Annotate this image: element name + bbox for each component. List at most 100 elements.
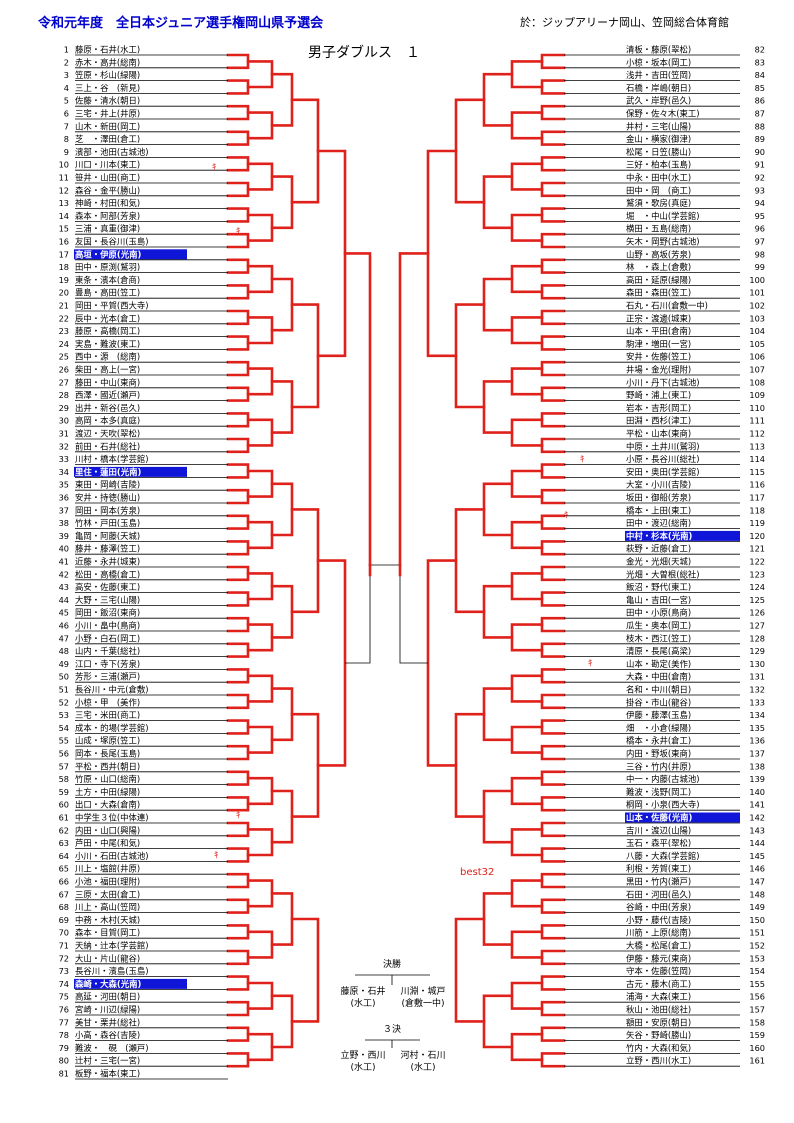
bracket-line xyxy=(226,565,250,582)
entry-number: 50 xyxy=(59,672,69,682)
third-b-name: 河村・石川 xyxy=(400,1049,445,1061)
bracket-line xyxy=(246,623,274,652)
entry-number: 35 xyxy=(59,480,69,490)
bracket-line xyxy=(540,872,566,889)
entry-number: 51 xyxy=(59,685,69,695)
highlight-box xyxy=(625,530,740,541)
bracket-line xyxy=(454,303,486,409)
entry-name: 小川・畠中(鳥商) xyxy=(75,621,140,631)
entry-name: 小野・藤代(吉陵) xyxy=(626,915,691,925)
bracket-line xyxy=(426,149,458,358)
bracket-line xyxy=(246,520,274,550)
entry-number: 87 xyxy=(755,109,765,119)
entry-number: 69 xyxy=(59,915,69,925)
entry-number: 107 xyxy=(749,365,765,375)
entry-name: 美甘・栗井(総社) xyxy=(75,1017,140,1027)
entry-name: 高延・河田(朝日) xyxy=(75,992,140,1002)
entry-number: 3 xyxy=(64,70,69,80)
entry-number: 81 xyxy=(59,1069,69,1079)
bracket-line xyxy=(246,776,274,806)
entry-number: 48 xyxy=(59,646,69,656)
event-title: 男子ダブルス １ xyxy=(308,45,420,61)
entry-number: 15 xyxy=(59,224,69,234)
bracket-line xyxy=(510,367,544,396)
forfeit-mark: ｷ xyxy=(588,659,593,669)
entry-name: 板野・福本(東工) xyxy=(75,1069,140,1079)
bracket-line xyxy=(246,418,274,447)
bracket-line xyxy=(226,412,250,428)
bracket-line xyxy=(226,463,250,479)
entry-number: 117 xyxy=(749,493,765,503)
bracket-line xyxy=(482,175,514,230)
entry-name: 安田・奥田(学芸館) xyxy=(626,467,700,477)
entry-name: 大山・片山(龍谷) xyxy=(75,953,140,963)
entry-name: 金山・横家(御津) xyxy=(626,134,691,144)
entry-number: 146 xyxy=(749,864,765,874)
entry-number: 32 xyxy=(59,441,69,451)
right-entries: 清板・藤原(翠松) 82 小椋・坂本(岡工) 83 浅井・吉田(笠岡) 84 石橋・岸嶋(朝… xyxy=(564,45,765,1067)
entry-number: 75 xyxy=(59,992,69,1002)
entry-name: 江口・寺下(芳泉) xyxy=(75,659,140,669)
bracket-line xyxy=(226,104,250,121)
entry-number: 25 xyxy=(59,352,69,362)
bracket-line xyxy=(246,1032,274,1062)
entry-number: 80 xyxy=(59,1056,69,1066)
bracket-line xyxy=(540,335,566,351)
bracket-line xyxy=(316,149,347,358)
entry-name: 難波・浅野(岡工) xyxy=(626,787,691,797)
entry-number: 161 xyxy=(749,1056,765,1066)
entry-number: 118 xyxy=(749,505,765,515)
entry-name: 高田・延原(緑陽) xyxy=(626,275,691,285)
entry-name: 額田・安原(朝日) xyxy=(626,1017,691,1027)
bracket-lines xyxy=(226,53,566,1068)
bracket-line xyxy=(398,252,430,567)
entry-number: 79 xyxy=(59,1043,69,1053)
entry-number: 140 xyxy=(749,787,765,797)
entry-number: 31 xyxy=(59,429,69,439)
bracket-line xyxy=(226,79,250,95)
entry-name: 田淵・西杉(津工) xyxy=(626,416,691,426)
entry-name: 秋山・池田(総社) xyxy=(626,1005,691,1015)
entry-number: 113 xyxy=(749,441,765,451)
entry-name: 小野・白石(岡工) xyxy=(75,633,140,643)
entry-number: 23 xyxy=(59,326,69,336)
entry-name: 平松・西井(朝日) xyxy=(75,761,140,771)
entry-number: 159 xyxy=(749,1030,765,1040)
entry-name: 林 ・森上(倉敷) xyxy=(626,262,691,272)
entry-number: 130 xyxy=(749,659,765,669)
entry-name: 玉石・森平(翠松) xyxy=(626,838,691,848)
entry-name: 小椋・坂本(岡工) xyxy=(626,57,691,67)
entry-name: 友国・長谷川(玉島) xyxy=(75,237,149,247)
entry-number: 72 xyxy=(59,953,69,963)
bracket-line xyxy=(226,488,250,505)
forfeit-mark: ｷ xyxy=(236,227,241,237)
entry-name: 飯沼・野代(東工) xyxy=(626,582,691,592)
entry-number: 11 xyxy=(59,173,69,183)
entry-name: 長谷川・中元(倉敷) xyxy=(75,685,149,695)
entry-name: 岩本・吉形(岡工) xyxy=(626,403,691,413)
entry-name: 正宗・渡邊(城東) xyxy=(626,313,691,323)
entry-name: 保野・佐々木(東工) xyxy=(626,109,700,119)
entry-name: 大野・三宅(山陽) xyxy=(75,595,140,605)
entry-name: 田中・原渕(鷲羽) xyxy=(75,262,140,272)
bracket-line xyxy=(540,591,566,607)
entry-name: 古元・藤木(商工) xyxy=(626,979,691,989)
entry-name: 清板・藤原(翠松) xyxy=(626,45,691,55)
bracket-line xyxy=(510,111,544,140)
bracket-line xyxy=(510,828,544,857)
entry-number: 65 xyxy=(59,864,69,874)
entry-number: 36 xyxy=(59,493,69,503)
bracket-line xyxy=(246,572,274,601)
bracket-line xyxy=(540,898,566,914)
entry-number: 39 xyxy=(59,531,69,541)
bracket-line xyxy=(246,162,274,191)
entry-name: 竹内・大森(和気) xyxy=(626,1043,691,1053)
bracket-line xyxy=(226,156,250,172)
bracket-line xyxy=(540,616,566,633)
entry-name: 中一・内藤(古城池) xyxy=(626,774,700,784)
entry-number: 135 xyxy=(749,723,765,733)
entry-number: 26 xyxy=(59,365,69,375)
bracket-line xyxy=(482,789,514,844)
entry-name: 西澤・國近(瀬戸) xyxy=(75,390,140,400)
bracket-line xyxy=(226,719,250,735)
